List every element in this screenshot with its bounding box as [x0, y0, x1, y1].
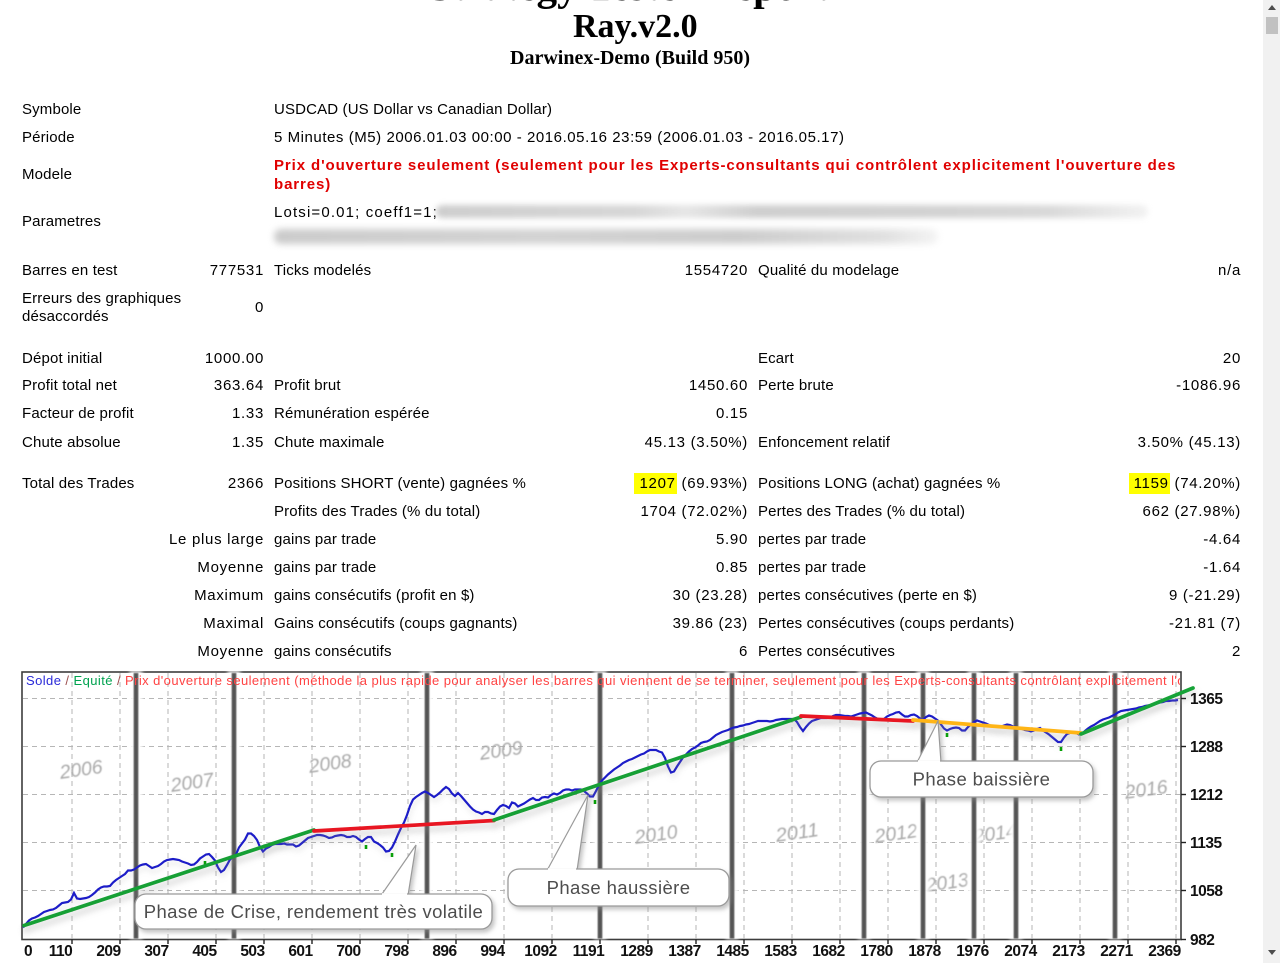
svg-text:2173: 2173 [1052, 943, 1085, 960]
svg-text:1289: 1289 [620, 943, 653, 960]
svg-text:1212: 1212 [1190, 787, 1222, 804]
svg-text:896: 896 [432, 943, 457, 960]
svg-text:503: 503 [240, 943, 265, 960]
svg-text:982: 982 [1190, 932, 1214, 949]
svg-text:1058: 1058 [1190, 883, 1223, 900]
svg-text:994: 994 [480, 943, 505, 960]
svg-text:798: 798 [384, 943, 409, 960]
svg-text:2369: 2369 [1148, 943, 1181, 960]
svg-text:1976: 1976 [956, 943, 989, 960]
svg-text:2271: 2271 [1100, 943, 1133, 960]
svg-text:1485: 1485 [716, 943, 749, 960]
svg-text:1682: 1682 [812, 943, 844, 960]
svg-text:209: 209 [96, 943, 121, 960]
svg-text:2074: 2074 [1004, 943, 1037, 960]
svg-text:1583: 1583 [764, 943, 797, 960]
svg-text:Solde / Equité / Prix d'ouvert: Solde / Equité / Prix d'ouverture seulem… [26, 673, 1185, 688]
svg-text:1288: 1288 [1190, 739, 1223, 756]
svg-text:405: 405 [192, 943, 217, 960]
svg-text:1780: 1780 [860, 943, 892, 960]
svg-text:1092: 1092 [524, 943, 556, 960]
svg-text:700: 700 [336, 943, 360, 960]
svg-text:601: 601 [288, 943, 313, 960]
svg-text:110: 110 [49, 943, 73, 960]
svg-text:1387: 1387 [668, 943, 700, 960]
svg-text:307: 307 [144, 943, 168, 960]
svg-text:0: 0 [24, 943, 32, 960]
svg-text:1191: 1191 [573, 943, 606, 960]
svg-text:Phase baissière: Phase baissière [913, 769, 1051, 790]
svg-text:Phase haussière: Phase haussière [547, 877, 691, 898]
svg-text:1878: 1878 [908, 943, 941, 960]
svg-text:1365: 1365 [1190, 691, 1223, 708]
svg-text:1135: 1135 [1190, 835, 1223, 852]
svg-text:Phase de Crise, rendement très: Phase de Crise, rendement très volatile [144, 901, 484, 922]
